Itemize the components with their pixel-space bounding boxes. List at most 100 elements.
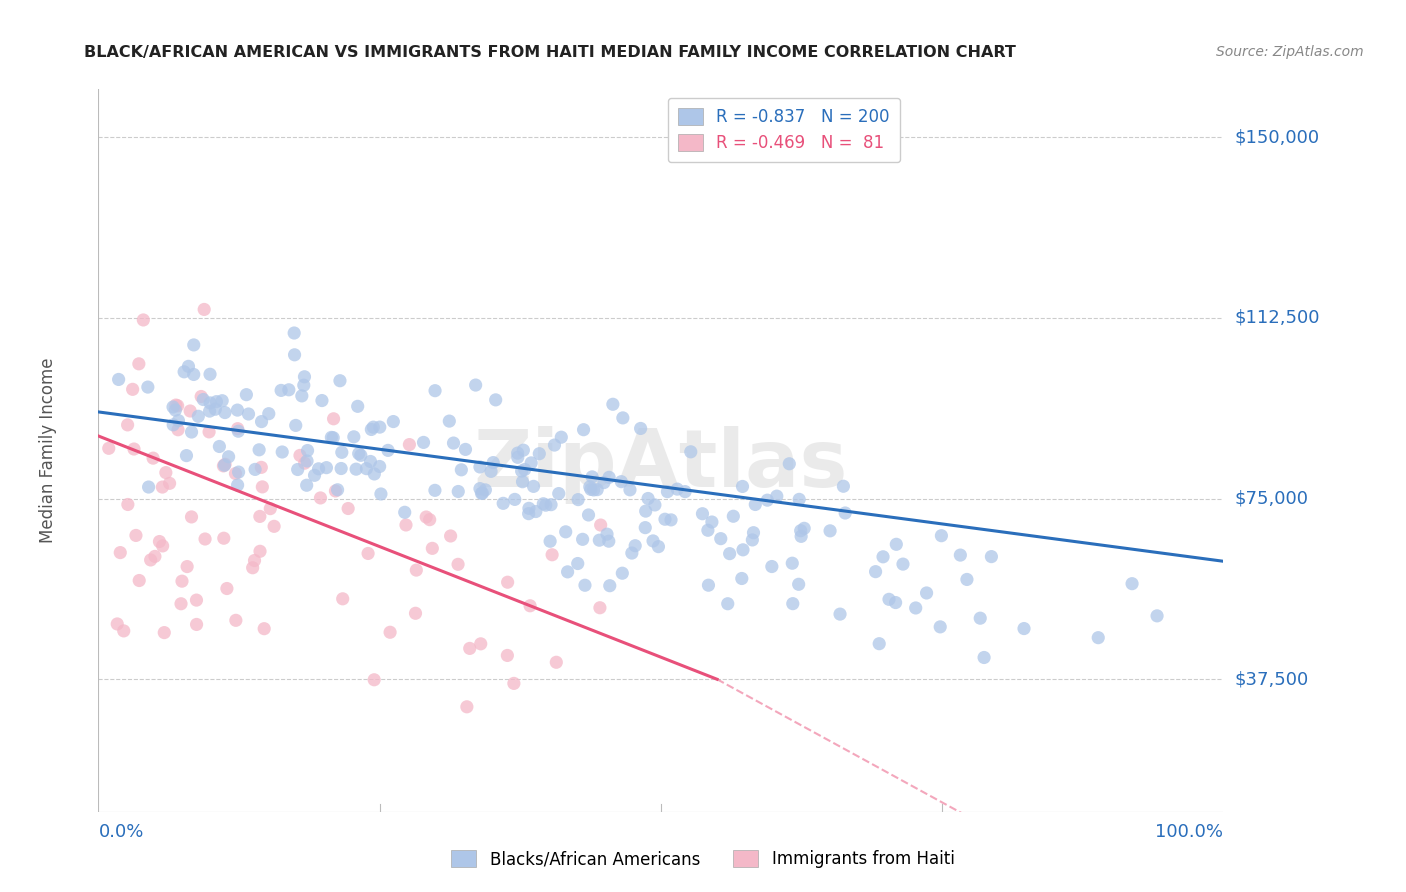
Point bbox=[377, 443, 399, 458]
Point bbox=[612, 410, 634, 425]
Point bbox=[405, 563, 427, 577]
Point bbox=[787, 492, 810, 507]
Point bbox=[789, 524, 811, 538]
Point bbox=[97, 442, 120, 456]
Point bbox=[218, 450, 240, 464]
Point bbox=[107, 372, 129, 386]
Point bbox=[125, 528, 148, 542]
Point bbox=[250, 460, 273, 475]
Point bbox=[529, 447, 551, 461]
Point bbox=[378, 625, 401, 640]
Point bbox=[214, 458, 236, 472]
Text: Median Family Income: Median Family Income bbox=[39, 358, 56, 543]
Point bbox=[581, 470, 603, 484]
Point bbox=[696, 523, 718, 537]
Point bbox=[344, 462, 367, 476]
Point bbox=[405, 607, 427, 621]
Point bbox=[257, 407, 280, 421]
Point bbox=[619, 483, 641, 497]
Point bbox=[332, 591, 354, 606]
Point bbox=[578, 480, 600, 494]
Point bbox=[596, 527, 619, 541]
Point bbox=[294, 456, 316, 470]
Legend: Blacks/African Americans, Immigrants from Haiti: Blacks/African Americans, Immigrants fro… bbox=[444, 843, 962, 875]
Point bbox=[162, 417, 184, 432]
Point bbox=[419, 513, 441, 527]
Point bbox=[183, 368, 205, 382]
Point bbox=[165, 398, 187, 412]
Point bbox=[304, 468, 326, 483]
Point bbox=[517, 507, 540, 521]
Point bbox=[110, 545, 132, 559]
Point bbox=[295, 478, 318, 492]
Point bbox=[211, 393, 233, 408]
Point bbox=[482, 456, 505, 470]
Point bbox=[142, 451, 165, 466]
Point bbox=[361, 420, 384, 434]
Point bbox=[884, 537, 907, 551]
Point bbox=[204, 402, 226, 417]
Point bbox=[284, 348, 307, 362]
Point bbox=[1146, 608, 1168, 623]
Point bbox=[593, 475, 616, 490]
Point bbox=[517, 501, 540, 516]
Point bbox=[700, 515, 723, 529]
Point bbox=[226, 478, 249, 492]
Point bbox=[238, 407, 260, 421]
Point bbox=[165, 403, 187, 417]
Point bbox=[780, 556, 803, 570]
Point bbox=[657, 484, 679, 499]
Point bbox=[956, 573, 979, 587]
Point bbox=[360, 422, 382, 436]
Point bbox=[598, 470, 620, 484]
Point bbox=[637, 491, 659, 506]
Legend: R = -0.837   N = 200, R = -0.469   N =  81: R = -0.837 N = 200, R = -0.469 N = 81 bbox=[668, 97, 900, 162]
Point bbox=[325, 483, 347, 498]
Point bbox=[447, 484, 470, 499]
Point bbox=[673, 484, 696, 499]
Point bbox=[865, 565, 887, 579]
Point bbox=[150, 480, 173, 494]
Point bbox=[128, 357, 150, 371]
Point bbox=[212, 531, 235, 545]
Point bbox=[252, 480, 274, 494]
Point bbox=[778, 457, 800, 471]
Point bbox=[326, 483, 349, 497]
Point bbox=[756, 493, 779, 508]
Point bbox=[291, 389, 314, 403]
Point bbox=[359, 454, 381, 468]
Point bbox=[346, 400, 368, 414]
Point bbox=[634, 521, 657, 535]
Point bbox=[105, 617, 128, 632]
Point bbox=[554, 524, 576, 539]
Point bbox=[834, 506, 856, 520]
Point bbox=[641, 533, 664, 548]
Point bbox=[176, 559, 198, 574]
Point bbox=[610, 475, 633, 489]
Point bbox=[283, 326, 305, 340]
Point bbox=[271, 445, 294, 459]
Point bbox=[718, 547, 741, 561]
Point bbox=[513, 462, 536, 476]
Point bbox=[287, 462, 309, 476]
Point bbox=[309, 491, 332, 505]
Point bbox=[538, 534, 561, 549]
Point bbox=[439, 414, 461, 428]
Point bbox=[155, 466, 177, 480]
Point bbox=[170, 597, 193, 611]
Point bbox=[394, 505, 416, 519]
Point bbox=[731, 479, 754, 493]
Point bbox=[173, 365, 195, 379]
Point bbox=[973, 650, 995, 665]
Point bbox=[868, 637, 890, 651]
Point bbox=[450, 463, 472, 477]
Point bbox=[270, 384, 292, 398]
Point bbox=[717, 597, 740, 611]
Point bbox=[502, 676, 524, 690]
Point bbox=[225, 613, 247, 627]
Point bbox=[122, 442, 145, 456]
Point bbox=[468, 459, 491, 474]
Point bbox=[186, 593, 208, 607]
Point bbox=[741, 533, 763, 547]
Point bbox=[398, 437, 420, 451]
